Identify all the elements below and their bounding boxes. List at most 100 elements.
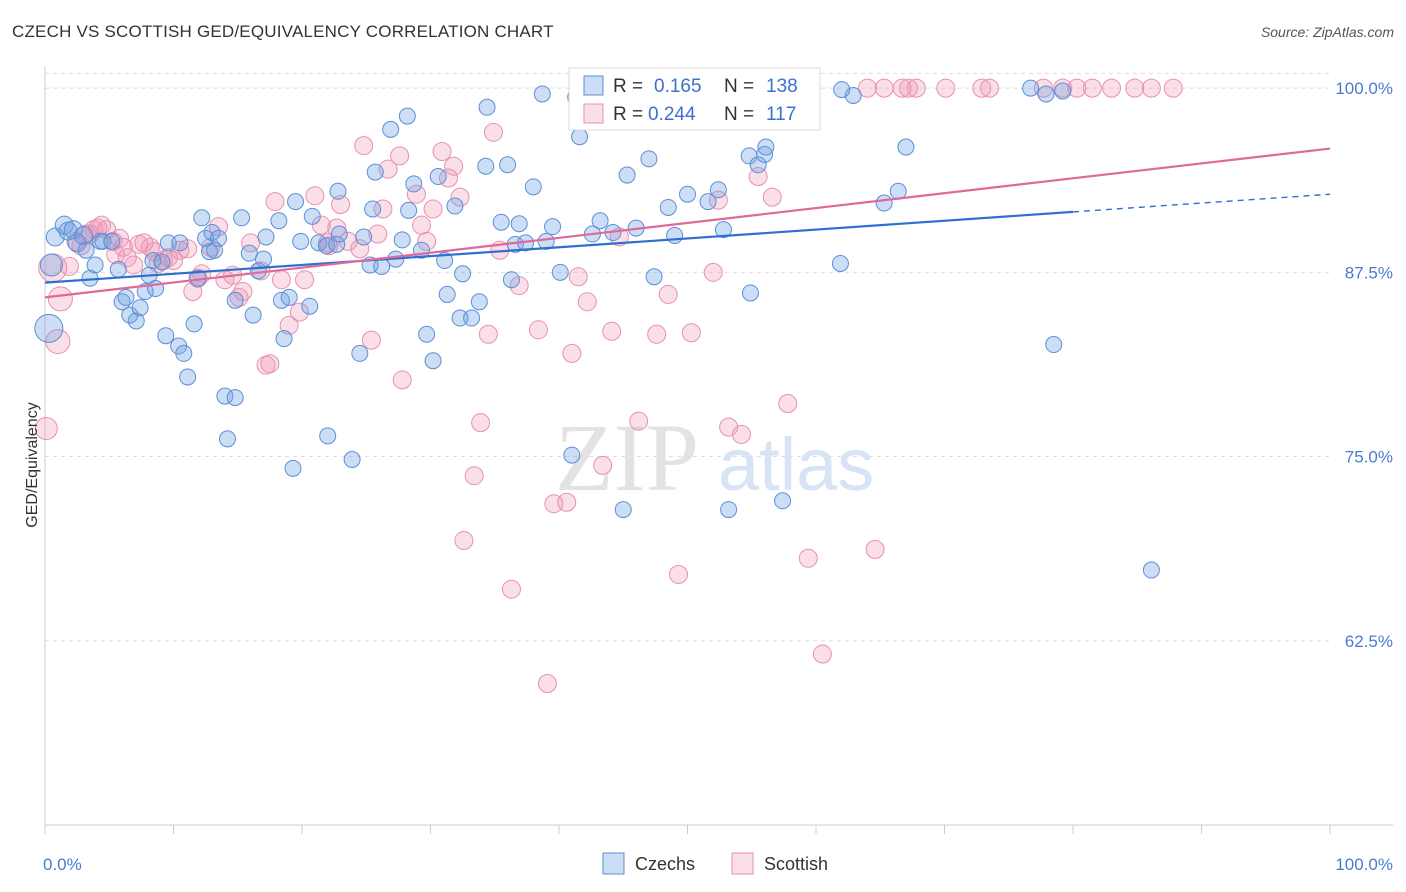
czech-point (328, 235, 346, 253)
czech-point (897, 138, 915, 156)
chart-title: CZECH VS SCOTTISH GED/EQUIVALENCY CORREL… (12, 22, 554, 41)
scottish-point (47, 286, 73, 312)
scottish-point (1082, 78, 1102, 98)
czech-point (741, 284, 759, 302)
scottish-point (454, 531, 474, 551)
czech-point (131, 299, 149, 317)
czech-point (319, 427, 337, 445)
scottish-point (1163, 78, 1183, 98)
y-tick-label: 62.5% (1345, 632, 1393, 651)
scottish-point (1141, 78, 1161, 98)
stats-legend-swatch-czech (583, 75, 604, 96)
czech-point (159, 234, 177, 252)
scottish-point (271, 270, 291, 290)
czech-point (244, 306, 262, 324)
stats-legend: R = 0.165 N = 138 R = 0.244 N = 117 (568, 67, 821, 131)
czech-point (275, 330, 293, 348)
czech-point (502, 271, 520, 289)
legend-label-scottish: Scottish (764, 854, 828, 874)
czech-point (666, 226, 684, 244)
czech-point (77, 241, 95, 259)
scottish-point (417, 231, 437, 251)
scottish-point (528, 320, 548, 340)
czech-point (659, 198, 677, 216)
scottish-point (390, 146, 410, 166)
scottish-point (406, 184, 426, 204)
czech-point (714, 221, 732, 239)
series-legend: Czechs Scottish (602, 852, 828, 875)
x-tick-label-min: 0.0% (43, 855, 82, 874)
czech-point (757, 138, 775, 156)
czech-point (382, 120, 400, 138)
czech-point (451, 309, 469, 327)
czech-point (492, 213, 510, 231)
czech-point (34, 313, 64, 343)
scottish-point (865, 539, 885, 559)
stats-n-label-scottish: N = (724, 104, 754, 125)
czech-point (749, 156, 767, 174)
scottish-point (478, 324, 498, 344)
scottish-point (208, 217, 228, 237)
czech-point (364, 200, 382, 218)
scottish-point (972, 78, 992, 98)
x-tick-label-max: 100.0% (1335, 855, 1393, 874)
scottish-point (703, 262, 723, 282)
scottish-point (812, 644, 832, 664)
czech-point (424, 352, 442, 370)
czech-trend-line (44, 210, 1074, 284)
czech-point (67, 233, 87, 253)
czech-point (645, 268, 663, 286)
scottish-point (444, 156, 464, 176)
czech-point (280, 288, 298, 306)
czech-point (591, 212, 609, 230)
czech-point (679, 185, 696, 203)
czech-point (330, 225, 348, 243)
scottish-point (629, 411, 649, 431)
scottish-point (373, 199, 393, 219)
scottish-point (669, 564, 689, 584)
scottish-point (289, 302, 309, 322)
czech-point (831, 254, 849, 272)
scottish-point (731, 424, 751, 444)
czech-point (355, 228, 373, 246)
scottish-points (34, 78, 1183, 694)
stats-r-value-czech: 0.165 (654, 76, 702, 97)
scottish-point (979, 78, 999, 98)
czech-point (537, 232, 555, 250)
scottish-point (681, 323, 701, 343)
czech-point (454, 265, 472, 283)
scottish-point (647, 324, 667, 344)
scottish-point (423, 199, 443, 219)
scottish-point (778, 393, 798, 413)
y-tick-label: 100.0% (1335, 79, 1393, 98)
scottish-point (311, 215, 331, 235)
czech-point (875, 194, 893, 212)
scottish-point (602, 321, 622, 341)
scottish-point (577, 292, 597, 312)
scottish-point (412, 215, 432, 235)
scottish-point (464, 466, 484, 486)
scottish-point (874, 78, 894, 98)
czech-point (301, 297, 319, 315)
czech-point (179, 368, 197, 386)
czech-point (270, 212, 288, 230)
stats-r-label-czech: R = (613, 76, 643, 97)
czech-point (185, 315, 203, 333)
scottish-point (34, 417, 58, 441)
scottish-point (1033, 78, 1053, 98)
scottish-point (899, 78, 919, 98)
czech-point (86, 256, 104, 274)
scottish-point (892, 78, 912, 98)
czech-point (614, 501, 632, 519)
czech-point (1142, 561, 1160, 579)
scottish-point (936, 78, 956, 98)
czech-point (640, 150, 658, 168)
czech-point (39, 253, 63, 277)
scottish-point (557, 492, 577, 512)
grid-lines (45, 72, 1330, 642)
scottish-point (265, 192, 285, 212)
czech-point (171, 234, 189, 252)
czech-point (303, 207, 321, 225)
czech-point (544, 218, 562, 236)
legend-label-czechs: Czechs (635, 854, 695, 874)
